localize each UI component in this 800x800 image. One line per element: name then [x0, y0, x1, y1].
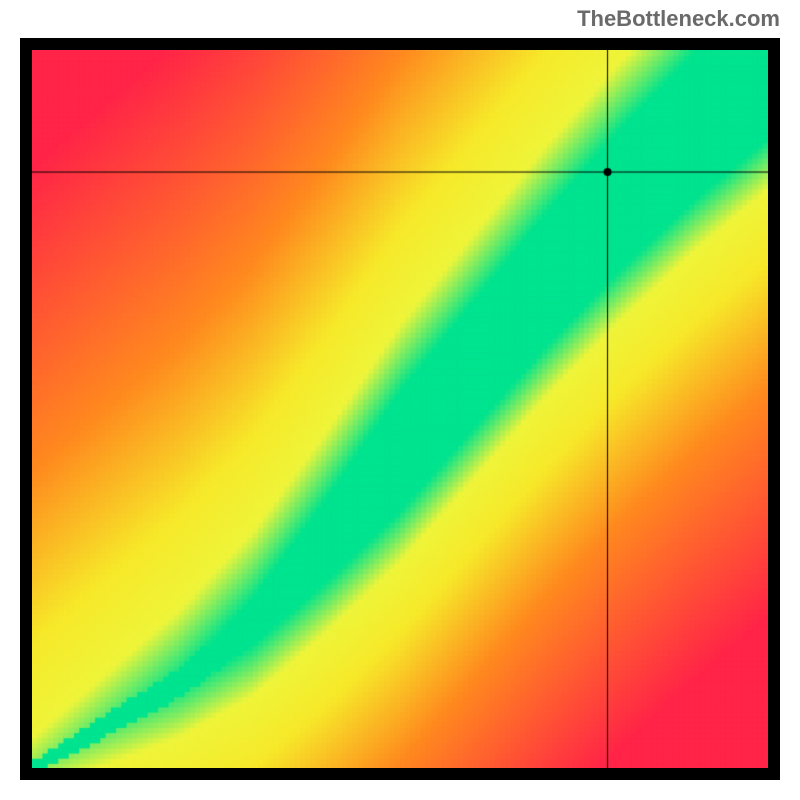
chart-container: TheBottleneck.com: [0, 0, 800, 800]
watermark-text: TheBottleneck.com: [577, 6, 780, 32]
plot-frame: [20, 38, 780, 780]
bottleneck-heatmap: [32, 50, 768, 768]
